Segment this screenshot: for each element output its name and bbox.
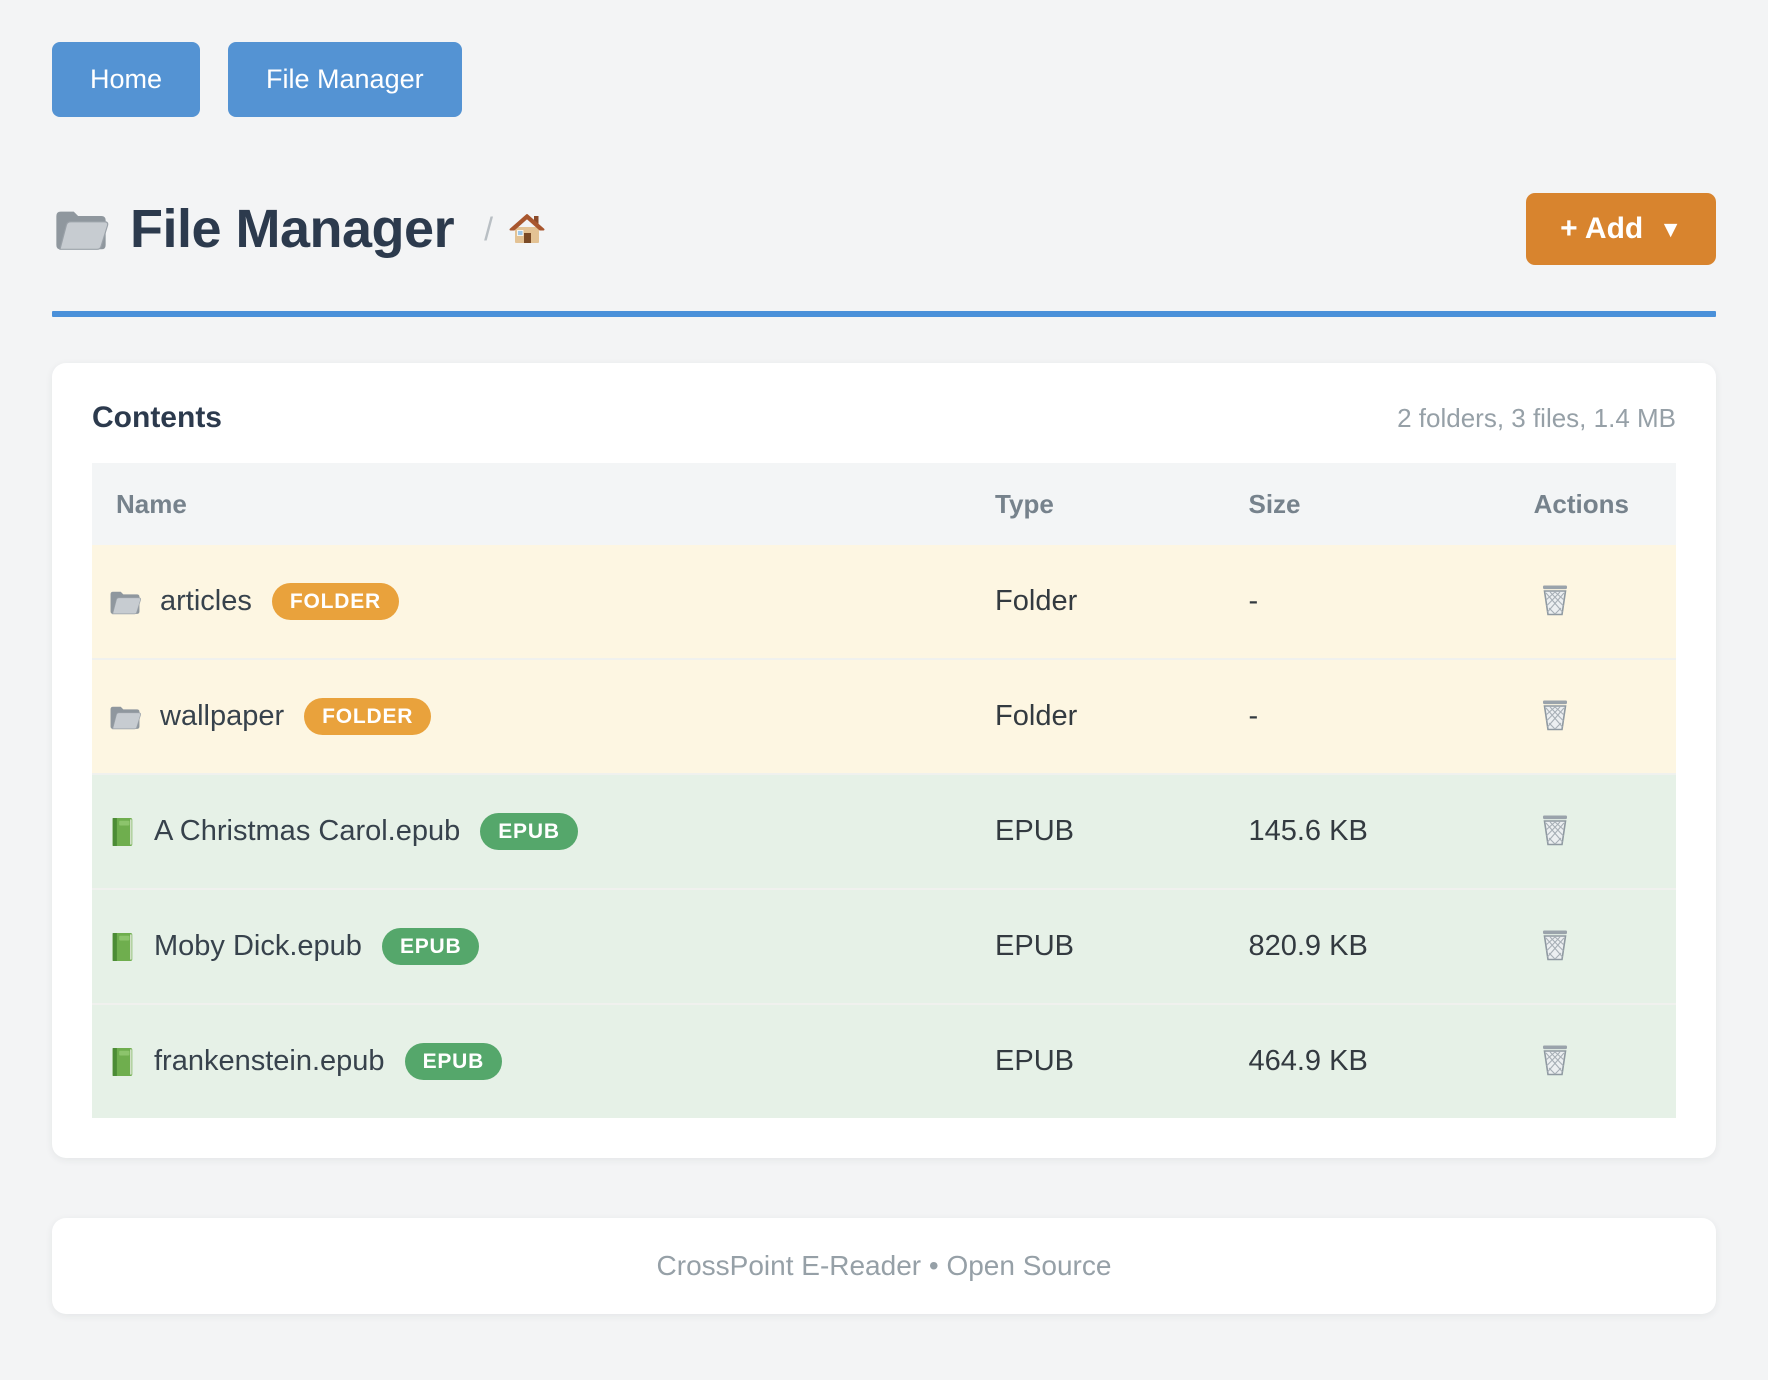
- home-icon[interactable]: [507, 211, 547, 247]
- file-name-link[interactable]: articles: [160, 585, 252, 617]
- type-badge: EPUB: [381, 928, 480, 965]
- file-name-link[interactable]: A Christmas Carol.epub: [154, 815, 461, 847]
- type-badge: FOLDER: [271, 583, 399, 620]
- trash-icon: [1538, 812, 1572, 848]
- contents-table: Name Type Size Actions: [92, 463, 1676, 1118]
- column-header-size: Size: [1232, 463, 1518, 545]
- size-cell: 820.9 KB: [1232, 888, 1518, 1004]
- delete-button[interactable]: [1534, 578, 1576, 622]
- file-name-link[interactable]: Moby Dick.epub: [154, 930, 362, 962]
- type-cell: EPUB: [979, 773, 1233, 889]
- folder-icon: [52, 204, 110, 254]
- table-row: frankenstein.epub EPUB EPUB 464.9 KB: [92, 1003, 1676, 1118]
- delete-button[interactable]: [1534, 808, 1576, 852]
- table-row: Moby Dick.epub EPUB EPUB 820.9 KB: [92, 888, 1676, 1004]
- add-button-label: + Add: [1560, 212, 1644, 245]
- size-cell: 145.6 KB: [1232, 773, 1518, 889]
- footer: CrossPoint E-Reader • Open Source: [52, 1218, 1716, 1314]
- page: Home File Manager File Manager /: [52, 0, 1716, 1314]
- add-button[interactable]: + Add ▼: [1526, 193, 1716, 265]
- delete-button[interactable]: [1534, 693, 1576, 737]
- nav-button-file-manager[interactable]: File Manager: [228, 42, 462, 117]
- contents-title: Contents: [92, 401, 222, 434]
- footer-text: CrossPoint E-Reader • Open Source: [656, 1250, 1112, 1281]
- type-cell: EPUB: [979, 1003, 1233, 1118]
- table-header-row: Name Type Size Actions: [92, 463, 1676, 545]
- table-row: wallpaper FOLDER Folder -: [92, 658, 1676, 774]
- type-cell: Folder: [995, 585, 1078, 617]
- book-icon: [108, 1046, 136, 1078]
- column-header-actions: Actions: [1517, 463, 1676, 545]
- trash-icon: [1538, 697, 1572, 733]
- trash-icon: [1538, 927, 1572, 963]
- file-name-link[interactable]: frankenstein.epub: [154, 1045, 385, 1077]
- type-cell: EPUB: [979, 888, 1233, 1004]
- table-row: A Christmas Carol.epub EPUB EPUB 145.6 K…: [92, 773, 1676, 889]
- nav-button-home[interactable]: Home: [52, 42, 201, 117]
- contents-card-header: Contents 2 folders, 3 files, 1.4 MB: [92, 401, 1676, 435]
- page-title: File Manager: [130, 199, 455, 259]
- folder-icon: [108, 702, 142, 732]
- trash-icon: [1538, 582, 1572, 618]
- accent-divider: [52, 311, 1716, 317]
- book-icon: [108, 931, 136, 963]
- column-header-type: Type: [979, 463, 1233, 545]
- title-wrap: File Manager /: [52, 198, 547, 260]
- size-cell: 464.9 KB: [1232, 1003, 1518, 1118]
- type-badge: EPUB: [480, 813, 578, 850]
- caret-down-icon: ▼: [1659, 215, 1682, 242]
- folder-icon: [108, 587, 142, 617]
- contents-summary: 2 folders, 3 files, 1.4 MB: [1397, 403, 1676, 433]
- delete-button[interactable]: [1534, 923, 1576, 967]
- file-name-link[interactable]: wallpaper: [160, 700, 285, 732]
- size-cell: -: [1232, 658, 1518, 774]
- contents-table-body: articles FOLDER Folder -: [92, 545, 1676, 1118]
- delete-button[interactable]: [1534, 1038, 1576, 1082]
- table-row: articles FOLDER Folder -: [92, 545, 1676, 659]
- trash-icon: [1538, 1042, 1572, 1078]
- type-badge: EPUB: [404, 1043, 503, 1080]
- page-header: File Manager / + Add ▼: [52, 193, 1716, 265]
- type-cell: Folder: [979, 658, 1233, 774]
- contents-card: Contents 2 folders, 3 files, 1.4 MB Name…: [52, 363, 1716, 1158]
- breadcrumb: /: [484, 211, 547, 248]
- book-icon: [108, 816, 136, 848]
- breadcrumb-separator: /: [484, 210, 493, 247]
- top-navigation: Home File Manager: [52, 0, 1716, 117]
- column-header-name: Name: [92, 463, 980, 545]
- type-badge: FOLDER: [304, 698, 432, 735]
- size-cell: -: [1248, 585, 1259, 617]
